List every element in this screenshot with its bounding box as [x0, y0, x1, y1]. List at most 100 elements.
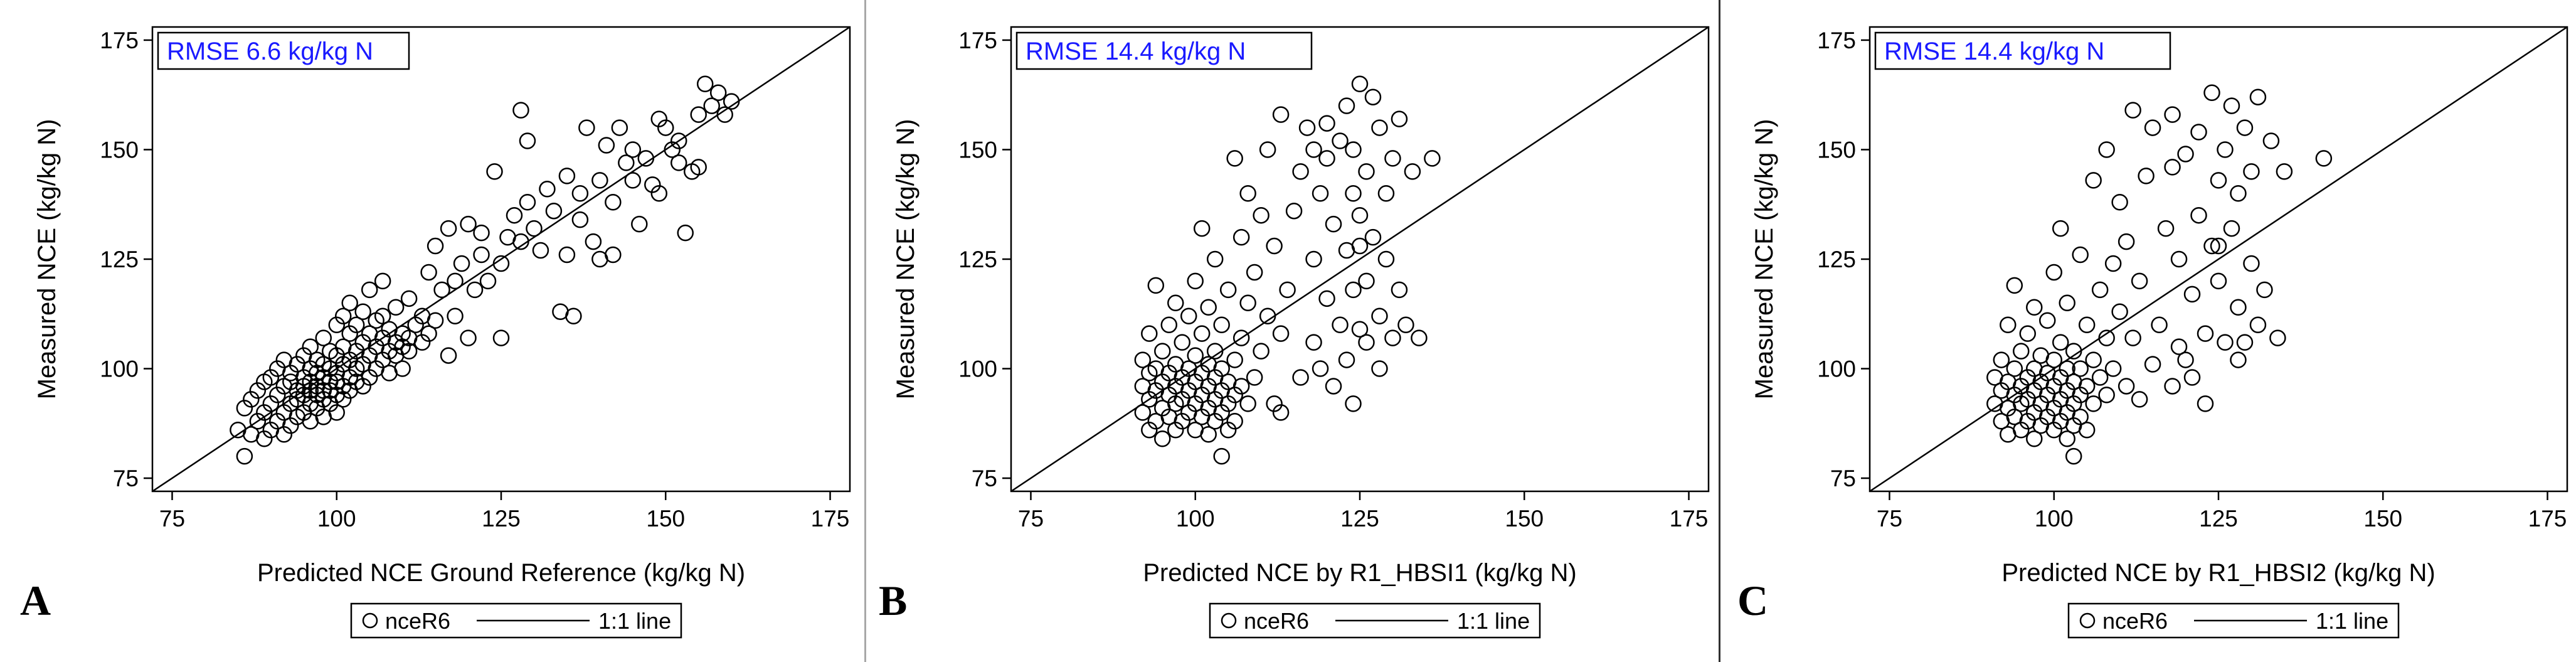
data-point [440, 347, 457, 364]
data-point [1358, 272, 1375, 290]
data-point [2059, 430, 2075, 447]
data-point [2183, 369, 2201, 386]
data-point [1305, 250, 1322, 268]
data-point [1345, 141, 1362, 158]
data-point [2236, 119, 2254, 136]
data-point [605, 246, 622, 264]
data-point [2177, 146, 2194, 163]
y-tick-label: 100 [958, 356, 997, 382]
data-point [1134, 404, 1152, 421]
data-point [2045, 264, 2062, 281]
data-point [2052, 334, 2069, 351]
data-point [2124, 102, 2141, 119]
panel-a: 75 100 125 150 175 75 100 125 150 175 Predicted NC… [0, 0, 859, 662]
data-point [650, 185, 668, 202]
data-point [1174, 413, 1191, 430]
data-point [413, 334, 431, 351]
x-axis-label: Predicted NCE by R1_HBSI1 (kg/kg N) [1143, 559, 1576, 587]
data-point [256, 404, 273, 421]
data-point [1993, 351, 2010, 368]
data-point [2072, 246, 2089, 264]
data-point [2249, 316, 2267, 333]
x-axis-label: Predicted NCE by R1_HBSI2 (kg/kg N) [2001, 559, 2435, 587]
data-point [1332, 316, 1349, 333]
data-point [624, 141, 642, 158]
data-point [696, 75, 714, 93]
data-point [2059, 294, 2075, 312]
data-point [249, 382, 267, 399]
data-point [2151, 316, 2168, 333]
data-point [1305, 334, 1322, 351]
data-point [347, 316, 365, 333]
data-point [703, 97, 720, 114]
data-point [2006, 360, 2023, 377]
data-point [670, 154, 687, 171]
data-point [2210, 172, 2227, 189]
data-point [249, 413, 267, 430]
data-point [1285, 202, 1303, 220]
data-point [427, 237, 444, 255]
data-point [677, 224, 694, 242]
data-point [2131, 391, 2148, 408]
data-point [1404, 163, 1421, 180]
data-point [1167, 294, 1184, 312]
x-tick-label: 125 [482, 506, 521, 531]
data-point [334, 391, 352, 408]
data-point [1391, 281, 1408, 299]
data-point [1338, 351, 1355, 368]
legend-marker-label: nceR6 [385, 608, 450, 634]
x-tick-label: 175 [1670, 506, 1709, 531]
data-point [1147, 277, 1165, 294]
data-point [460, 329, 477, 346]
data-points [1134, 75, 1441, 465]
y-tick-label: 150 [100, 137, 139, 163]
data-point [1298, 119, 1316, 136]
data-point [2098, 141, 2115, 158]
data-point [2026, 299, 2043, 316]
x-tick-label: 75 [159, 506, 185, 531]
data-point [1213, 316, 1230, 333]
data-point [236, 400, 253, 417]
data-point [2118, 233, 2135, 250]
data-point [2111, 193, 2128, 211]
data-point [256, 430, 273, 447]
data-point [433, 281, 450, 299]
y-tick-label: 150 [1817, 137, 1856, 163]
data-point [1292, 163, 1309, 180]
data-point [2085, 351, 2102, 368]
data-point [341, 294, 358, 312]
data-point [1332, 132, 1349, 149]
scatter-chart-a: 75 100 125 150 175 75 100 125 150 175 Predicted NC… [20, 26, 851, 639]
panel-divider [864, 0, 866, 662]
data-point [512, 233, 529, 250]
y-tick-label: 125 [958, 247, 997, 272]
data-point [302, 338, 319, 355]
data-point [1272, 404, 1290, 421]
data-point [1154, 430, 1171, 447]
y-tick-label: 175 [1817, 28, 1856, 53]
data-point [2091, 369, 2109, 386]
data-point [243, 391, 260, 408]
data-point [1259, 307, 1276, 325]
data-point [328, 404, 345, 421]
data-point [1193, 325, 1211, 342]
x-tick-label: 75 [1877, 506, 1902, 531]
data-point [709, 84, 727, 101]
data-point [2230, 299, 2247, 316]
data-point [1213, 404, 1230, 421]
identity-line [1010, 26, 1709, 493]
data-point [1226, 351, 1243, 368]
data-point [1193, 220, 1211, 237]
data-point [670, 132, 687, 149]
rmse-box [1874, 31, 2171, 70]
data-point [374, 272, 391, 290]
data-point [2256, 281, 2273, 299]
data-point [2104, 360, 2122, 377]
data-point [2183, 286, 2201, 303]
data-point [1345, 281, 1362, 299]
panel-letter: A [20, 577, 51, 624]
data-point [2013, 343, 2030, 360]
data-point [1424, 150, 1441, 167]
data-point [2243, 255, 2260, 272]
data-point [690, 106, 707, 123]
